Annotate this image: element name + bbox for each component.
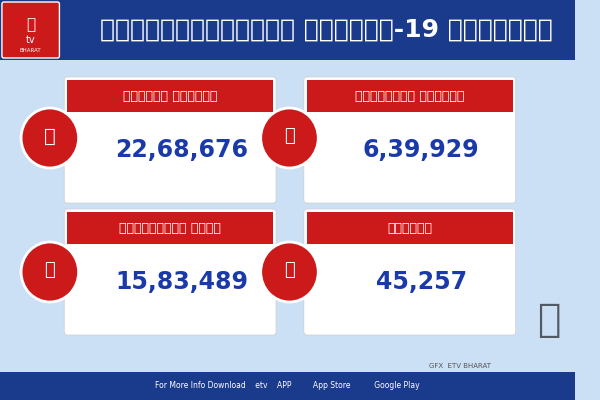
Circle shape (261, 242, 318, 302)
Text: GFX  ETV BHARAT: GFX ETV BHARAT (429, 363, 491, 369)
FancyBboxPatch shape (67, 212, 273, 244)
Text: యాక్టివ్ కేసులు: యాక్టివ్ కేసులు (355, 90, 464, 102)
Text: కోలుకున్న వారు: కోలుకున్న వారు (119, 222, 221, 234)
Text: దేశవ్యాప్తంగా కోవిడ్-19 వివరాలు: దేశవ్యాప్తంగా కోవిడ్-19 వివరాలు (100, 18, 552, 42)
Text: ఎ: ఎ (26, 18, 35, 32)
Text: BHARAT: BHARAT (20, 48, 41, 52)
Text: 🌹: 🌹 (284, 261, 295, 279)
FancyBboxPatch shape (0, 372, 575, 400)
FancyBboxPatch shape (2, 2, 59, 58)
Text: tv: tv (26, 35, 35, 45)
Text: 👤: 👤 (284, 127, 295, 145)
FancyBboxPatch shape (304, 77, 515, 203)
Text: 22,68,676: 22,68,676 (115, 138, 248, 162)
FancyBboxPatch shape (307, 80, 513, 112)
FancyBboxPatch shape (0, 0, 575, 60)
FancyBboxPatch shape (304, 209, 515, 335)
Text: 💗: 💗 (44, 261, 55, 279)
FancyBboxPatch shape (67, 80, 273, 112)
Circle shape (21, 108, 79, 168)
Text: 15,83,489: 15,83,489 (115, 270, 248, 294)
Text: 6,39,929: 6,39,929 (363, 138, 479, 162)
Text: 🦠: 🦠 (536, 301, 560, 339)
FancyBboxPatch shape (64, 77, 276, 203)
Text: 45,257: 45,257 (376, 270, 467, 294)
Text: 🔍: 🔍 (44, 126, 56, 146)
FancyBboxPatch shape (307, 212, 513, 244)
Circle shape (261, 108, 318, 168)
Text: For More Info Download    etv    APP         App Store          Google Play: For More Info Download etv APP App Store… (155, 382, 420, 390)
Text: మొత్తం కేసులు: మొత్తం కేసులు (123, 90, 217, 102)
Text: మృతులు: మృతులు (387, 222, 432, 234)
FancyBboxPatch shape (64, 209, 276, 335)
Circle shape (21, 242, 79, 302)
